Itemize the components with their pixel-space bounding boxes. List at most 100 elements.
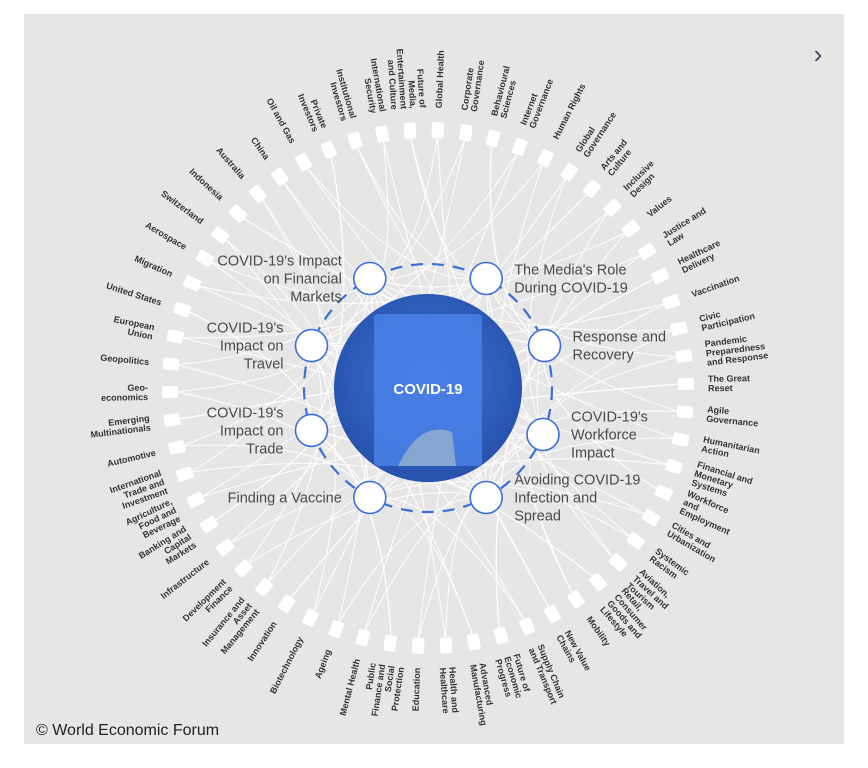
outer-topic-label[interactable]: Agriculture,Food andBeverage [124,496,182,544]
outer-topic-label[interactable]: United States [105,281,163,308]
outer-node-automotive[interactable] [168,440,186,455]
outer-node-retail-consumer-goods-and-lifestyle[interactable] [588,572,608,592]
outer-node-geo-economics[interactable] [161,385,179,399]
outer-node-arts-and-culture[interactable] [582,179,601,199]
outer-node-aerospace[interactable] [195,249,215,267]
outer-node-global-governance[interactable] [560,162,579,182]
outer-topic-label[interactable]: Arts andCulture [598,137,636,178]
outer-node-financial-and-monetary-systems[interactable] [664,458,683,475]
outer-node-pandemic-preparedness-and-response[interactable] [675,349,693,363]
outer-node-development-finance[interactable] [234,558,254,578]
inner-node-response-and-recovery[interactable] [527,328,562,363]
inner-node-finding-a-vaccine[interactable] [352,480,387,515]
outer-node-cities-and-urbanization[interactable] [641,508,661,526]
outer-topic-label[interactable]: New ValueChains [554,629,593,677]
outer-node-international-security[interactable] [375,125,390,143]
outer-node-healthcare-delivery[interactable] [651,267,671,285]
outer-node-banking-and-capital-markets[interactable] [199,515,219,534]
outer-topic-label[interactable]: HumanitarianAction [700,434,760,465]
outer-topic-label[interactable]: Switzerland [159,188,205,226]
outer-node-vaccination[interactable] [662,293,681,310]
inner-topic-label[interactable]: COVID-19's Impact on Travel [207,321,284,373]
outer-node-inclusive-design[interactable] [603,198,623,218]
outer-topic-label[interactable]: Supply Chainand Transport [527,643,568,706]
outer-topic-label[interactable]: Mental Health [338,658,362,717]
outer-topic-label[interactable]: Health andHealthcare [438,667,461,714]
inner-topic-label[interactable]: Finding a Vaccine [228,491,342,507]
outer-node-values[interactable] [621,219,641,238]
outer-node-oil-and-gas[interactable] [294,152,312,172]
outer-topic-label[interactable]: CorporateGovernance [459,58,486,112]
outer-node-internet-governance[interactable] [511,137,528,156]
outer-node-infrastructure[interactable] [215,538,235,557]
outer-node-china[interactable] [270,167,289,187]
outer-topic-label[interactable]: Ageing [313,648,333,680]
outer-node-justice-and-law[interactable] [637,242,657,261]
inner-node-the-media-s-role-during-covid-19[interactable] [469,261,504,296]
outer-node-australia[interactable] [248,184,268,204]
outer-node-mental-health[interactable] [355,628,371,647]
outer-node-european-union[interactable] [166,329,184,344]
outer-node-systemic-racism[interactable] [626,531,646,550]
inner-node-covid-19-s-impact-on-trade[interactable] [294,413,329,448]
inner-topic-label[interactable]: COVID-19's Impact on Trade [207,405,284,457]
outer-node-indonesia[interactable] [228,204,248,224]
outer-topic-label[interactable]: Australia [214,145,248,181]
outer-topic-label[interactable]: Vaccination [690,273,740,299]
outer-node-future-of-economic-progress[interactable] [493,626,509,645]
inner-topic-label[interactable]: Response and Recovery [573,330,667,364]
next-button[interactable]: › [804,38,832,70]
outer-topic-label[interactable]: Global Health [434,50,446,108]
outer-node-ageing[interactable] [328,619,345,639]
outer-topic-label[interactable]: Future ofEconomicProgress [493,653,533,702]
outer-topic-label[interactable]: InternationalSecurity [359,58,388,115]
outer-topic-label[interactable]: Automotive [106,448,156,469]
outer-topic-label[interactable]: HealthcareDelivery [676,238,726,276]
outer-topic-label[interactable]: Values [645,194,674,219]
outer-node-migration[interactable] [182,275,202,292]
outer-topic-label[interactable]: PandemicPreparednessand Response [704,331,769,368]
outer-node-public-finance-and-social-protection[interactable] [383,634,398,652]
outer-node-civic-participation[interactable] [670,321,688,336]
outer-node-human-rights[interactable] [536,148,554,168]
outer-node-new-value-chains[interactable] [543,604,561,624]
outer-topic-label[interactable]: Migration [133,253,174,279]
inner-node-covid-19-s-impact-on-financial-markets[interactable] [352,261,387,296]
outer-topic-label[interactable]: AdvancedManufacturing [468,662,498,726]
inner-topic-label[interactable]: COVID-19's Workforce Impact [571,410,648,462]
outer-topic-label[interactable]: Indonesia [187,166,225,202]
inner-node-avoiding-covid-19-infection-and-spread[interactable] [469,480,504,515]
outer-node-health-and-healthcare[interactable] [439,637,453,654]
outer-node-emerging-multinationals[interactable] [163,413,181,427]
inner-node-covid-19-s-workforce-impact[interactable] [526,417,560,452]
outer-topic-label[interactable]: AgileGovernance [706,404,760,428]
inner-node-covid-19-s-impact-on-travel[interactable] [294,328,329,363]
outer-topic-label[interactable]: EuropeanUnion [111,314,156,341]
outer-node-humanitarian-action[interactable] [672,432,690,447]
outer-topic-label[interactable]: Biotechnology [268,635,305,695]
inner-topic-label[interactable]: The Media's Role During COVID-19 [514,263,628,297]
outer-topic-label[interactable]: Future ofMedia,Entertainmentand Culture [385,47,428,111]
outer-topic-label[interactable]: Oil and Gas [265,96,298,145]
outer-node-private-investors[interactable] [320,140,337,159]
outer-topic-label[interactable]: PublicFinance andSocialProtection [360,662,406,720]
outer-topic-label[interactable]: InstitutionalInvestors [325,68,358,122]
outer-node-corporate-governance[interactable] [458,124,473,142]
outer-topic-label[interactable]: PrivateInvestors [296,89,329,133]
outer-node-supply-chain-and-transport[interactable] [519,617,536,636]
outer-node-agriculture-food-and-beverage[interactable] [186,491,206,509]
outer-node-insurance-and-asset-management[interactable] [254,577,274,597]
outer-node-agile-governance[interactable] [676,405,694,419]
outer-topic-label[interactable]: Aerospace [144,220,189,252]
outer-node-future-of-media-entertainment-and-culture[interactable] [403,122,417,139]
outer-node-aviation-travel-and-tourism[interactable] [608,553,628,573]
outer-node-united-states[interactable] [173,301,192,318]
outer-node-advanced-manufacturing[interactable] [466,633,481,651]
outer-node-the-great-reset[interactable] [677,377,695,391]
outer-node-workforce-and-employment[interactable] [654,484,673,501]
outer-node-institutional-investors[interactable] [347,131,363,150]
outer-topic-label[interactable]: InternetGovernance [518,74,555,130]
outer-topic-label[interactable]: Education [411,668,423,712]
outer-node-international-trade-and-investment[interactable] [175,466,194,483]
outer-topic-label[interactable]: Human Rights [551,82,588,141]
